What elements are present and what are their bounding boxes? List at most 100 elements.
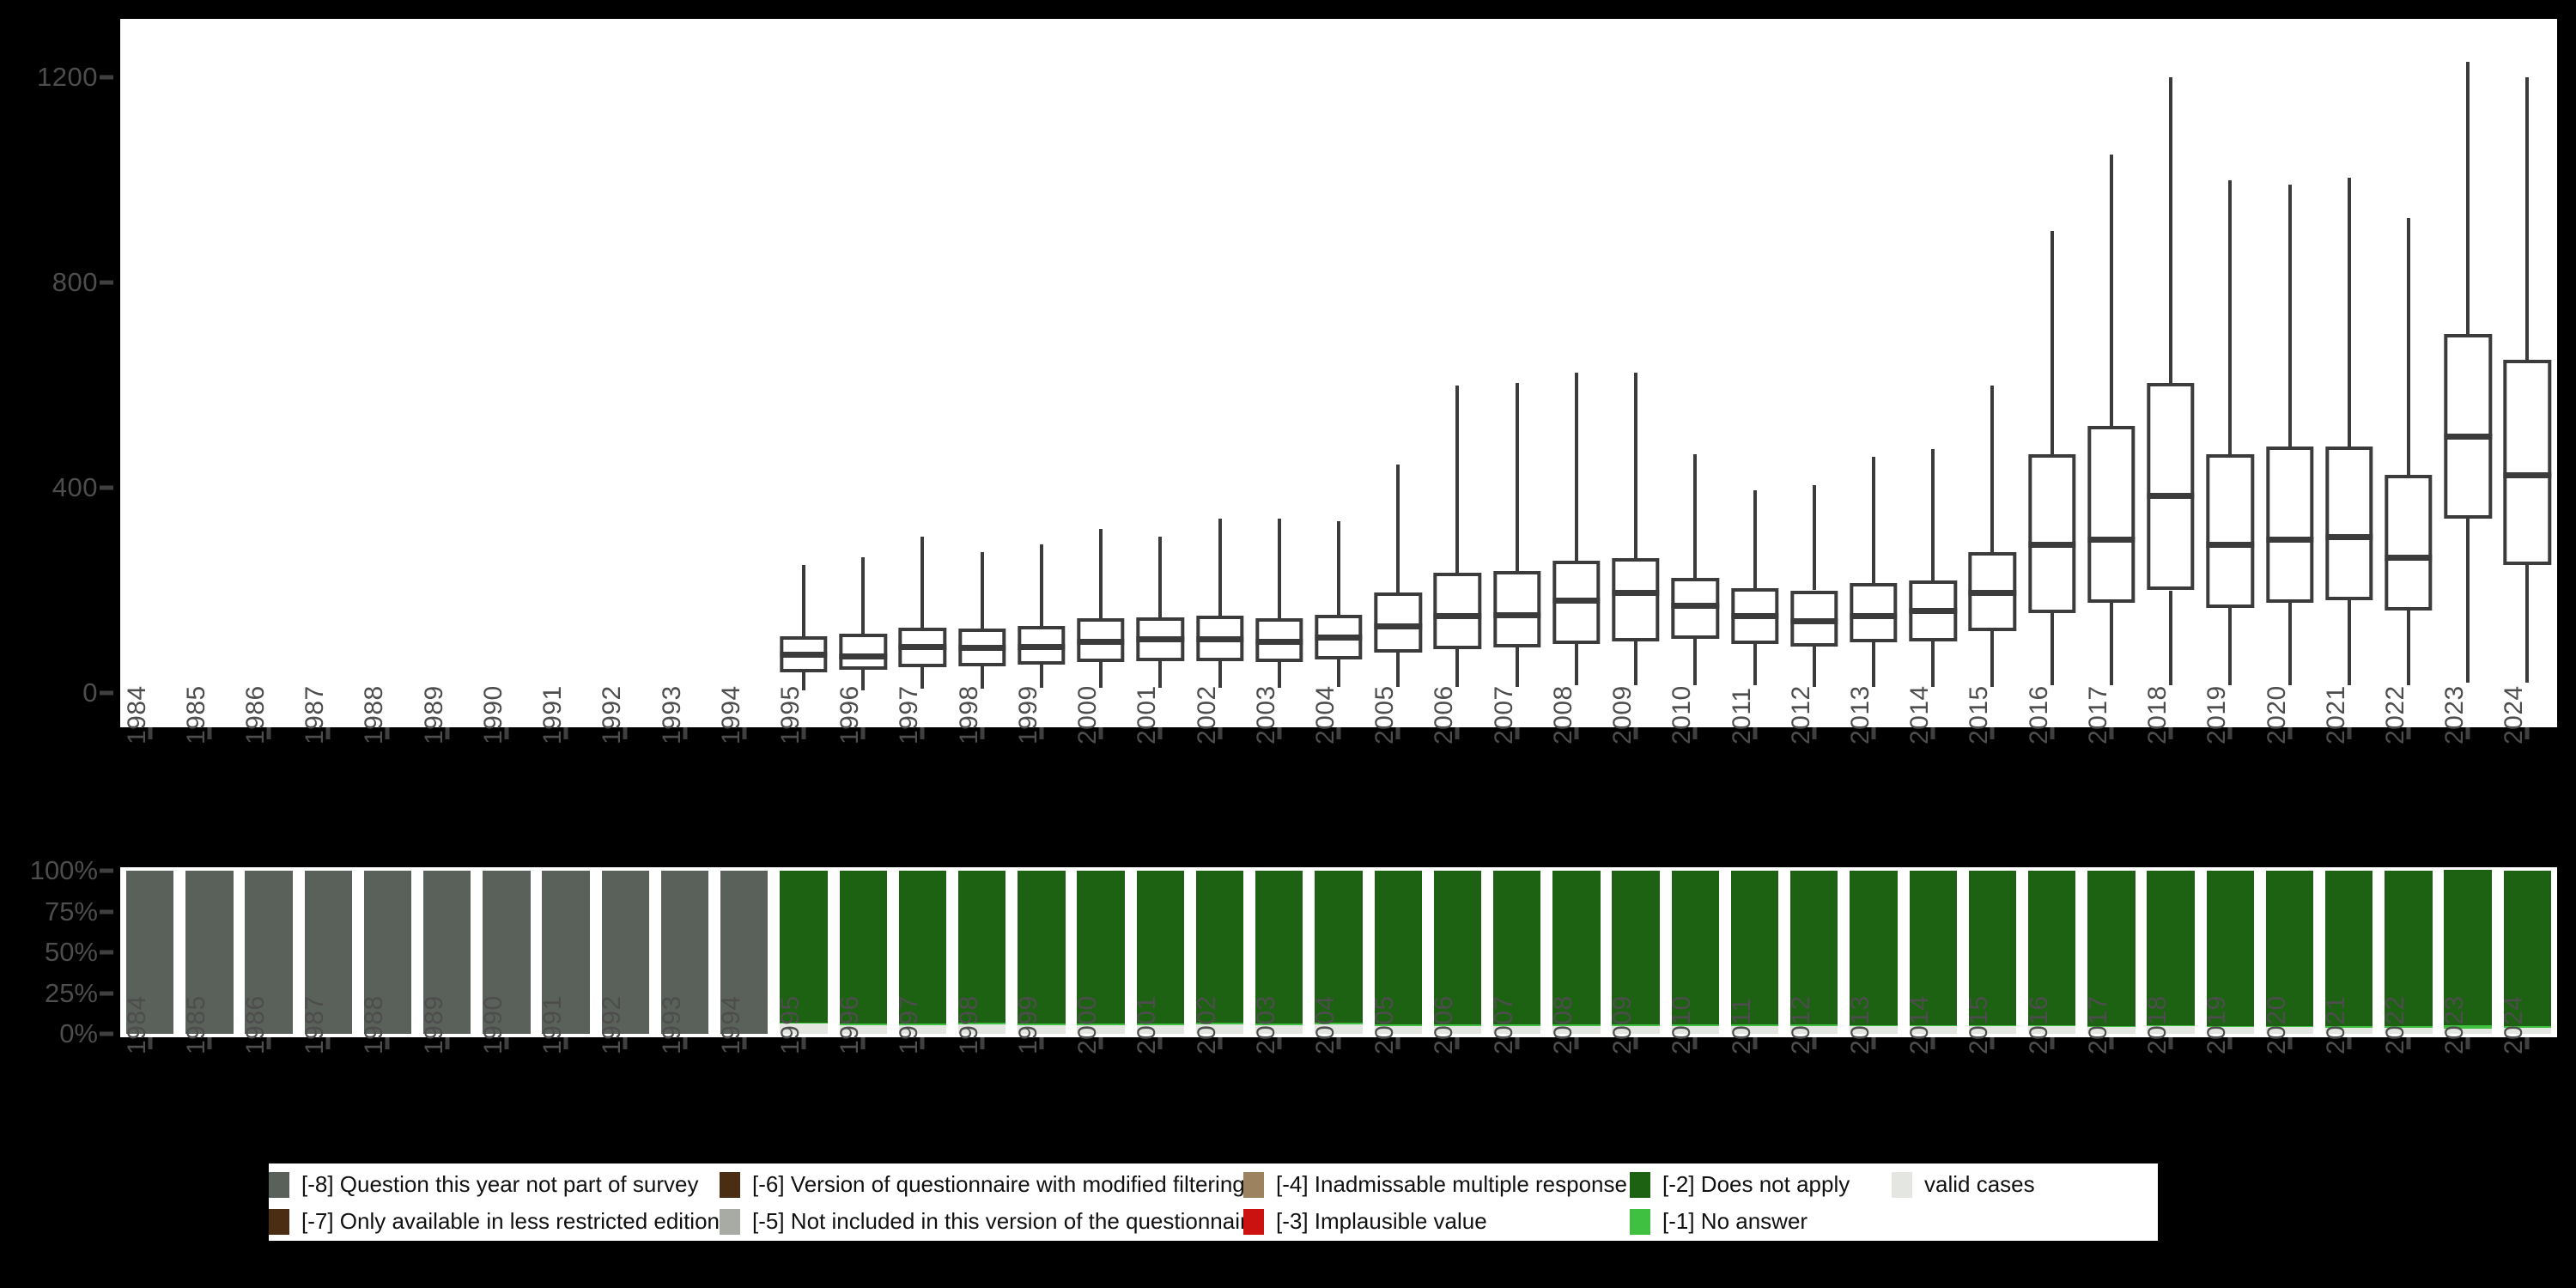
bar-x-label-1993: 1993 (657, 995, 686, 1054)
stack-segment (2444, 1024, 2492, 1030)
whisker-lower (2287, 603, 2292, 686)
stack-segment (1374, 1024, 1422, 1026)
stacked-bar-1996 (839, 871, 887, 1034)
stacked-bar-2010 (1671, 871, 1719, 1034)
box-iqr (2147, 382, 2195, 591)
stack-segment (1909, 1024, 1957, 1027)
boxplot-x-label-1991: 1991 (538, 685, 568, 744)
bar-x-label-2008: 2008 (1548, 995, 1577, 1054)
whisker-upper (1931, 449, 1935, 580)
legend-label: [-3] Implausible value (1276, 1208, 1487, 1234)
bar-x-label-1984: 1984 (122, 995, 151, 1054)
whisker-lower (1515, 647, 1519, 687)
stack-segment (1077, 1023, 1125, 1025)
median-line (1612, 590, 1660, 597)
boxplot-x-label-2021: 2021 (2321, 685, 2350, 744)
legend-item[interactable]: valid cases (1892, 1165, 2035, 1204)
whisker-lower (2466, 518, 2470, 683)
stack-segment (839, 1024, 887, 1034)
whisker-upper (1396, 465, 1400, 593)
legend-item[interactable]: [-4] Inadmissable multiple response (1243, 1165, 1627, 1204)
legend-label: [-6] Version of questionnaire with modif… (752, 1171, 1245, 1197)
stack-segment (957, 871, 1006, 1023)
stack-segment (1612, 871, 1660, 1024)
bar-x-tick-2015 (1990, 1037, 1995, 1049)
legend-item[interactable]: [-3] Implausible value (1243, 1202, 1487, 1241)
median-line (2027, 541, 2076, 548)
bar-x-tick-2005 (1395, 1037, 1400, 1049)
stacked-bar-1985 (185, 871, 234, 1034)
stacked-bar-2007 (1492, 871, 1541, 1034)
median-line (1433, 613, 1482, 620)
stack-segment (1612, 1024, 1660, 1026)
bar-x-label-2013: 2013 (1845, 995, 1874, 1054)
boxplot-x-label-2002: 2002 (1192, 685, 1221, 744)
bar-x-tick-2000 (1098, 1037, 1103, 1049)
legend-row-bottom: [-7] Only available in less restricted e… (269, 1202, 2158, 1241)
boxplot-2010 (1666, 19, 1725, 727)
stacked-bar-2011 (1730, 871, 1779, 1034)
legend-item[interactable]: [-7] Only available in less restricted e… (269, 1202, 720, 1241)
box-iqr (2087, 426, 2136, 604)
median-line (1077, 639, 1125, 646)
boxplot-2024 (2498, 19, 2557, 727)
legend-item[interactable]: [-8] Question this year not part of surv… (269, 1165, 698, 1204)
whisker-lower (1574, 644, 1578, 686)
whisker-lower (1099, 662, 1103, 689)
pct-tick-mark (100, 868, 113, 873)
median-line (2147, 492, 2195, 499)
stack-segment (1315, 871, 1363, 1023)
legend-item[interactable]: [-2] Does not apply (1630, 1165, 1850, 1204)
stack-segment (1730, 1024, 1779, 1026)
bar-x-tick-1985 (207, 1037, 212, 1049)
boxplot-section: 1200 800 400 0 1984 1985 1986 1987 1988 1989 1990… (37, 19, 2557, 744)
legend-item[interactable]: [-1] No answer (1630, 1202, 1807, 1241)
stacked-bar-2017 (2087, 871, 2136, 1034)
median-line (1315, 635, 1363, 641)
bar-x-label-1990: 1990 (478, 995, 507, 1054)
boxplot-2013 (1844, 19, 1903, 727)
boxplot-2022 (2379, 19, 2438, 727)
whisker-upper (2169, 77, 2173, 383)
y-tick-mark (100, 485, 113, 490)
whisker-upper (1158, 536, 1163, 617)
bar-x-label-2012: 2012 (1786, 995, 1815, 1054)
legend-item[interactable]: [-5] Not included in this version of the… (720, 1202, 1260, 1241)
boxplot-x-tick-2003 (1277, 727, 1282, 739)
whisker-lower (1396, 653, 1400, 687)
stack-segment (2265, 1025, 2314, 1028)
bar-x-tick-1986 (266, 1037, 271, 1049)
legend-swatch-icon (1892, 1171, 1912, 1198)
whisker-lower (1634, 641, 1638, 686)
stack-segment (1195, 1024, 1244, 1034)
boxplot-2014 (1904, 19, 1963, 727)
bar-x-label-2000: 2000 (1073, 995, 1103, 1054)
stacked-bar-1987 (304, 871, 352, 1034)
legend-item[interactable]: [-6] Version of questionnaire with modif… (720, 1165, 1245, 1204)
whisker-upper (1277, 518, 1281, 619)
boxplot-x-label-2000: 2000 (1073, 685, 1103, 744)
stack-segment (1552, 871, 1601, 1024)
whisker-upper (1634, 372, 1638, 559)
stack-segment (1195, 871, 1244, 1023)
boxplot-x-tick-2006 (1455, 727, 1460, 739)
whisker-lower (2406, 611, 2410, 686)
bar-x-label-2023: 2023 (2440, 995, 2470, 1054)
bar-x-label-2017: 2017 (2083, 995, 2112, 1054)
stacked-bar-1997 (898, 871, 947, 1034)
boxplot-x-tick-2009 (1633, 727, 1638, 739)
boxplot-x-label-2018: 2018 (2143, 685, 2172, 744)
boxplot-x-label-2013: 2013 (1845, 685, 1874, 744)
bar-x-tick-2001 (1157, 1037, 1163, 1049)
whisker-upper (1336, 520, 1340, 616)
whisker-lower (2347, 600, 2351, 686)
stack-segment (1374, 871, 1422, 1024)
stack-segment (2027, 871, 2076, 1025)
bar-x-label-1991: 1991 (538, 995, 568, 1054)
bar-x-tick-1990 (504, 1037, 509, 1049)
median-line (1374, 623, 1422, 630)
whisker-lower (2109, 603, 2113, 686)
bar-x-tick-2014 (1930, 1037, 1935, 1049)
stack-segment (1255, 1023, 1303, 1025)
